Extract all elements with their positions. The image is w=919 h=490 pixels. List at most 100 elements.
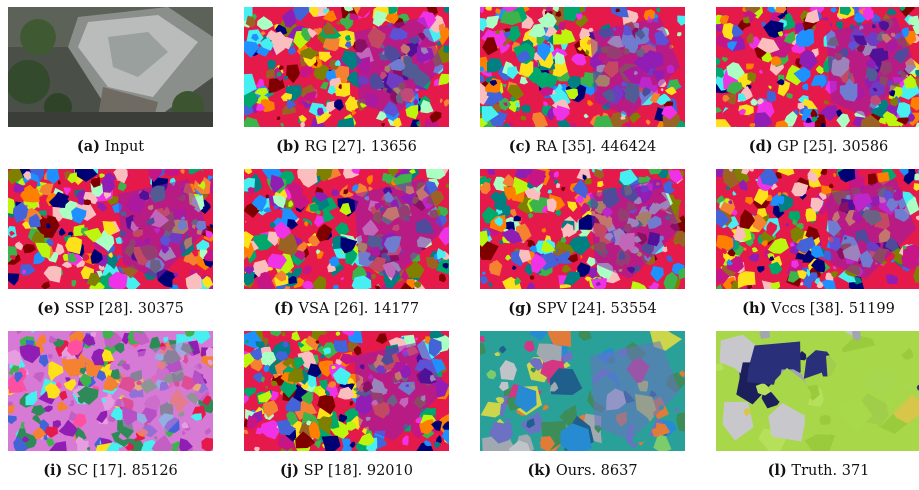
segment-patch (205, 230, 213, 239)
segment-patch (336, 21, 341, 25)
segment-patch (256, 16, 274, 30)
segment-patch (202, 395, 212, 406)
segment-patch (420, 99, 434, 114)
segment-patch (327, 85, 336, 95)
segment-patch (320, 81, 329, 90)
segment-patch (22, 243, 36, 254)
segment-patch (799, 49, 819, 71)
segment-patch (413, 281, 422, 289)
segment-patch (867, 173, 878, 187)
segment-patch (9, 230, 15, 236)
segment-patch (286, 182, 303, 203)
segment-patch (502, 174, 515, 187)
segment-patch (79, 367, 86, 375)
segment-patch (46, 223, 51, 229)
segment-patch (335, 331, 341, 336)
segment-patch (502, 276, 522, 289)
segment-patch (244, 271, 255, 286)
segment-patch (270, 174, 285, 194)
segment-patch (368, 186, 373, 192)
segment-patch (503, 186, 517, 201)
segment-patch (896, 102, 911, 118)
segment-patch (402, 435, 409, 446)
segment-patch (480, 240, 499, 261)
segment-patch (365, 342, 380, 356)
segment-patch (788, 211, 801, 225)
segment-patch (728, 200, 733, 205)
segment-patch (819, 104, 840, 122)
segment-patch (487, 169, 496, 176)
segment-patch (768, 401, 805, 442)
segment-patch (71, 280, 77, 287)
segment-patch (96, 410, 108, 424)
segment-patch (676, 32, 682, 37)
segment-patch (163, 336, 169, 343)
segment-patch (388, 7, 398, 15)
segment-patch (314, 439, 322, 449)
segment-patch (98, 265, 105, 271)
segment-patch (288, 200, 294, 208)
segment-patch (584, 276, 591, 282)
segment-patch (260, 31, 266, 36)
segment-patch (772, 205, 785, 219)
segment-patch (722, 169, 740, 189)
segment-patch (546, 198, 557, 213)
segment-patch (716, 234, 734, 251)
segment-patch (797, 102, 805, 110)
segment-patch (738, 179, 748, 191)
segment-patch (46, 438, 55, 447)
segment-patch (328, 256, 339, 267)
segment-patch (259, 37, 274, 51)
segment-patch (557, 250, 573, 264)
segment-patch (743, 16, 751, 24)
segment-patch (787, 271, 801, 283)
segment-patch (766, 221, 778, 237)
segment-patch (107, 393, 112, 399)
segment-patch (109, 361, 120, 370)
segment-patch (886, 8, 897, 16)
segment-patch (913, 183, 919, 191)
segment-patch (811, 245, 825, 258)
segment-patch (163, 169, 180, 176)
segment-patch (561, 264, 572, 273)
segment-patch (748, 169, 754, 172)
segment-patch (205, 347, 213, 357)
segment-patch (567, 253, 578, 263)
segment-patch (724, 198, 730, 204)
segment-patch (414, 337, 418, 341)
segment-patch (442, 421, 449, 430)
segment-patch (282, 8, 297, 28)
segment-patch (768, 261, 783, 275)
segment-patch (176, 334, 187, 344)
aerial-photo (8, 7, 213, 127)
segment-patch (502, 31, 511, 39)
segment-patch (8, 349, 22, 367)
segment-patch (244, 169, 253, 175)
segment-patch (257, 390, 272, 403)
segment-patch (645, 119, 651, 125)
segment-patch (325, 100, 336, 113)
segment-patch (340, 237, 358, 254)
segment-patch (75, 436, 85, 446)
segment-patch (722, 105, 744, 127)
segment-patch (102, 221, 118, 236)
segment-patch (495, 29, 500, 35)
segment-patch (786, 93, 793, 99)
segment-patch (486, 57, 503, 73)
segment-patch (255, 427, 263, 435)
segment-patch (185, 272, 203, 289)
segment-patch (587, 100, 594, 107)
segment-patch (413, 98, 418, 106)
segment-patch (808, 272, 818, 281)
segment-patch (655, 7, 661, 13)
ra-image (480, 7, 685, 127)
segment-patch (572, 179, 588, 199)
segment-patch (8, 273, 20, 286)
segment-patch (39, 183, 54, 196)
segment-patch (754, 22, 759, 28)
segment-patch (101, 349, 115, 362)
segment-patch (302, 280, 315, 289)
segment-patch (508, 440, 531, 451)
segment-patch (256, 103, 266, 112)
segment-patch (749, 123, 756, 127)
